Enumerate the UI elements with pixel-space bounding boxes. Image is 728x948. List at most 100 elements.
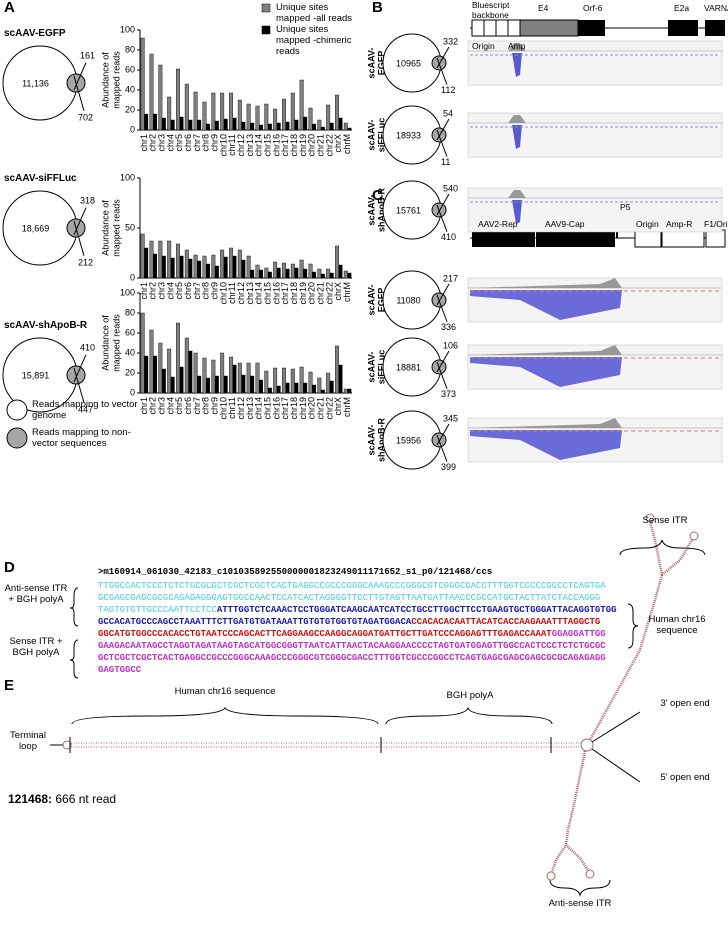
x-tick-label: chr18 <box>289 134 299 157</box>
bar <box>170 119 175 131</box>
x-tick-label: chr8 <box>201 282 211 300</box>
sequence-segment: GAAGACAATAGCCTAGGTAGATAAGTAGCATGGCGGGTTA… <box>98 641 606 651</box>
strand-label: Anti-sense ITR + BGH polyA <box>4 583 68 605</box>
structure-label: Human chr16 sequence <box>174 686 276 697</box>
bar <box>329 380 334 394</box>
x-tick-label: chr8 <box>201 397 211 415</box>
bar <box>308 371 313 394</box>
map-label: F1/Ori <box>704 219 728 229</box>
y-tick-label: 50 <box>125 222 135 232</box>
sequence-segment: ATTTGGTCTCAAACTCCTGGGATCAAGCAATCATCCTGCC… <box>216 605 617 615</box>
x-tick-label: chr4 <box>165 282 175 300</box>
venn-leader <box>436 129 448 157</box>
bar <box>308 107 313 131</box>
x-tick-label: chr15 <box>262 282 272 305</box>
bar <box>285 382 290 394</box>
spacer <box>72 721 380 740</box>
bar <box>347 272 352 279</box>
read-id: 121468: <box>8 792 53 806</box>
venn-leader <box>436 434 448 462</box>
bar <box>326 104 331 131</box>
coverage-track <box>467 40 723 86</box>
bar <box>214 375 219 394</box>
venn-title: shApoB-R <box>376 188 386 232</box>
bar <box>329 122 334 131</box>
brace <box>627 603 639 649</box>
x-tick-label: chrX <box>333 282 343 301</box>
map-box <box>472 230 535 247</box>
bar <box>329 272 334 279</box>
y-tick-label: 20 <box>125 367 135 377</box>
reads <box>470 290 622 320</box>
bar <box>276 267 281 279</box>
bar <box>290 263 295 279</box>
bar <box>241 259 246 279</box>
bar <box>343 270 348 279</box>
x-tick-label: chr19 <box>298 282 308 305</box>
bar <box>184 249 189 279</box>
hairpin-loop <box>585 869 595 879</box>
bar <box>223 118 228 131</box>
venn-count: 11080 <box>396 295 420 305</box>
sequence-line: GAGTGGCC <box>98 664 141 676</box>
bar <box>237 99 242 131</box>
reads <box>470 357 622 387</box>
map-label: P5 <box>620 202 631 212</box>
x-tick-label: chr5 <box>174 397 184 415</box>
coverage <box>470 345 622 355</box>
x-tick-label: chr9 <box>209 134 219 152</box>
coverage <box>470 418 622 428</box>
sequence-segment: GCTCGCTCGCTCACTGAGGCCGCCCGGGCAAAGCCCGGGC… <box>98 653 606 663</box>
x-tick-label: chr12 <box>236 134 246 157</box>
bar <box>140 233 145 279</box>
bar <box>264 103 269 131</box>
venn-title: scAAV- <box>366 120 376 151</box>
bar <box>250 375 255 394</box>
bar <box>299 366 304 394</box>
x-tick-label: chr6 <box>183 134 193 152</box>
reads <box>512 125 522 149</box>
bar <box>241 374 246 394</box>
x-tick-label: chr6 <box>183 282 193 300</box>
bar <box>273 108 278 131</box>
bar <box>220 352 225 394</box>
x-tick-label: chr11 <box>227 282 237 304</box>
bar <box>188 258 193 279</box>
venn-count: 15,891 <box>22 370 50 380</box>
panel-label: D <box>4 559 15 576</box>
venn-count: 11 <box>441 157 450 167</box>
bar <box>326 372 331 394</box>
map-box <box>661 229 705 248</box>
x-tick-label: chr19 <box>298 134 308 157</box>
bar <box>255 264 260 279</box>
reads <box>512 200 522 224</box>
bar <box>232 255 237 279</box>
bar <box>320 273 325 279</box>
bar <box>188 350 193 394</box>
sequence-line: TAGTGTGTTGCCCAATTCCTCCATTTGGTCTCAAACTCCT… <box>98 604 617 616</box>
y-tick-label: 80 <box>125 307 135 317</box>
venn-count: 332 <box>443 36 458 46</box>
bar <box>317 268 322 279</box>
hairpin-loop <box>689 531 699 541</box>
bar <box>267 271 272 279</box>
bar <box>229 356 233 394</box>
brace <box>71 707 379 725</box>
bar <box>144 113 149 131</box>
bar <box>320 126 325 131</box>
y-axis-label: Abundance of <box>100 315 110 371</box>
bar <box>149 329 154 394</box>
y-tick-label: 0 <box>130 272 135 282</box>
x-tick-label: chr21 <box>315 134 325 157</box>
x-tick-label: chr5 <box>174 282 184 300</box>
x-tick-label: chr4 <box>165 397 175 415</box>
bar <box>193 254 198 279</box>
bar <box>179 255 184 279</box>
bar <box>312 123 316 131</box>
x-tick-label: chr16 <box>271 134 281 157</box>
venn-count: 212 <box>78 258 93 268</box>
bar <box>179 366 184 394</box>
x-tick-label: chr20 <box>307 134 317 157</box>
bar <box>153 113 157 131</box>
